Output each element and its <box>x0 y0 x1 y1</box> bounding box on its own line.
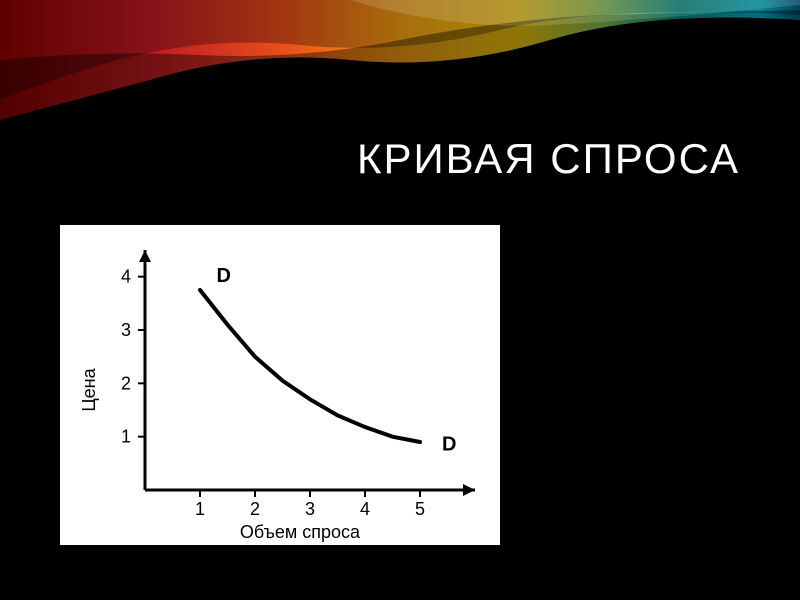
svg-text:2: 2 <box>250 499 260 519</box>
svg-text:4: 4 <box>360 499 370 519</box>
svg-text:3: 3 <box>305 499 315 519</box>
svg-text:1: 1 <box>121 427 131 447</box>
svg-text:3: 3 <box>121 320 131 340</box>
svg-text:D: D <box>442 434 456 456</box>
demand-curve-chart: 1 2 3 4 5 1 2 3 4 Объем спроса Цена D D <box>60 225 500 545</box>
slide-title: КРИВАЯ СПРОСА <box>357 135 740 183</box>
svg-text:4: 4 <box>121 267 131 287</box>
svg-text:Цена: Цена <box>79 367 99 411</box>
svg-text:2: 2 <box>121 373 131 393</box>
svg-text:5: 5 <box>415 499 425 519</box>
svg-text:Объем спроса: Объем спроса <box>240 522 361 542</box>
svg-text:1: 1 <box>195 499 205 519</box>
svg-text:D: D <box>217 265 231 287</box>
decorative-banner <box>0 0 800 120</box>
